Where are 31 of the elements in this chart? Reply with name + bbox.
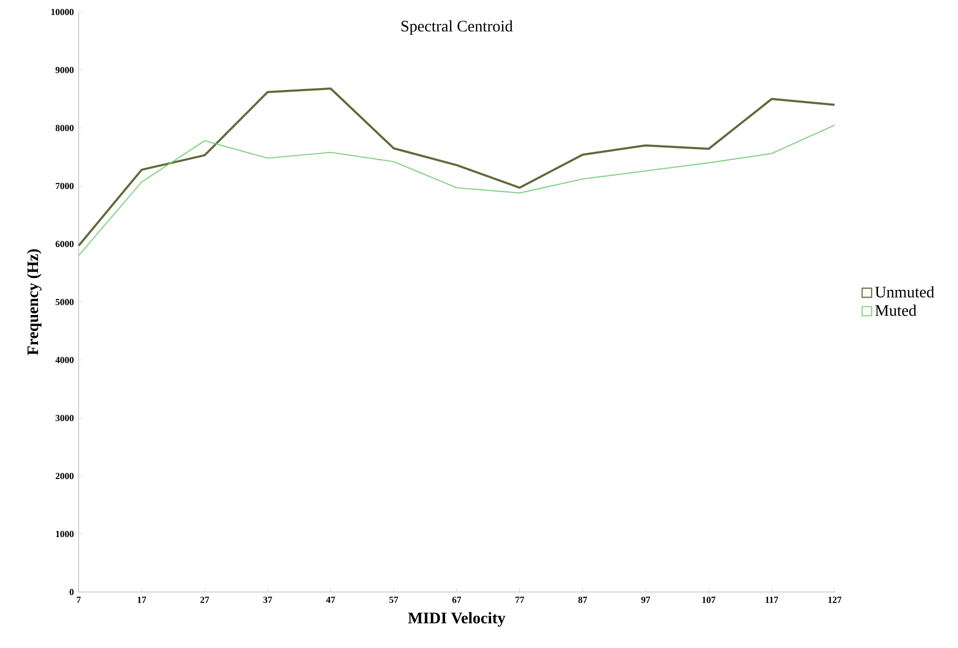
line-series xyxy=(78,124,836,256)
x-tick-label: 27 xyxy=(200,596,210,603)
y-tick-label: 6000 xyxy=(56,240,74,248)
x-tick-label: 117 xyxy=(766,596,778,603)
x-tick-label: 127 xyxy=(828,596,842,603)
y-tick-label: 0 xyxy=(70,588,74,596)
y-tick-label: 2000 xyxy=(56,472,74,480)
x-tick-label: 107 xyxy=(702,596,716,603)
x-tick-label: 47 xyxy=(326,596,336,603)
y-axis-title: Frequency (Hz) xyxy=(26,249,42,356)
y-tick-label: 5000 xyxy=(56,298,74,306)
x-tick-label: 87 xyxy=(578,596,588,603)
x-tick-label: 77 xyxy=(516,596,524,603)
y-tick-label: 3000 xyxy=(56,414,74,422)
y-tick-label: 1000 xyxy=(56,530,74,538)
y-tick-label: 8000 xyxy=(56,124,74,132)
line-series xyxy=(78,87,836,247)
y-tick-label: 9000 xyxy=(56,66,74,74)
y-tick-label: 10000 xyxy=(51,8,74,16)
x-tick-label: 67 xyxy=(452,596,462,603)
y-tick-label: 4000 xyxy=(55,356,74,364)
x-tick-label: 17 xyxy=(138,596,146,603)
x-axis-title: MIDI Velocity xyxy=(408,612,506,627)
y-tick-label: 7000 xyxy=(56,182,74,190)
x-tick-label: 97 xyxy=(641,596,650,603)
chart-title: Spectral Centroid xyxy=(402,20,513,35)
x-tick-label: 57 xyxy=(389,596,398,603)
legend-label: Unmuted xyxy=(875,286,934,298)
x-tick-label: 7 xyxy=(76,596,81,603)
x-tick-label: 37 xyxy=(263,596,272,603)
legend-label: Muted xyxy=(875,304,916,316)
